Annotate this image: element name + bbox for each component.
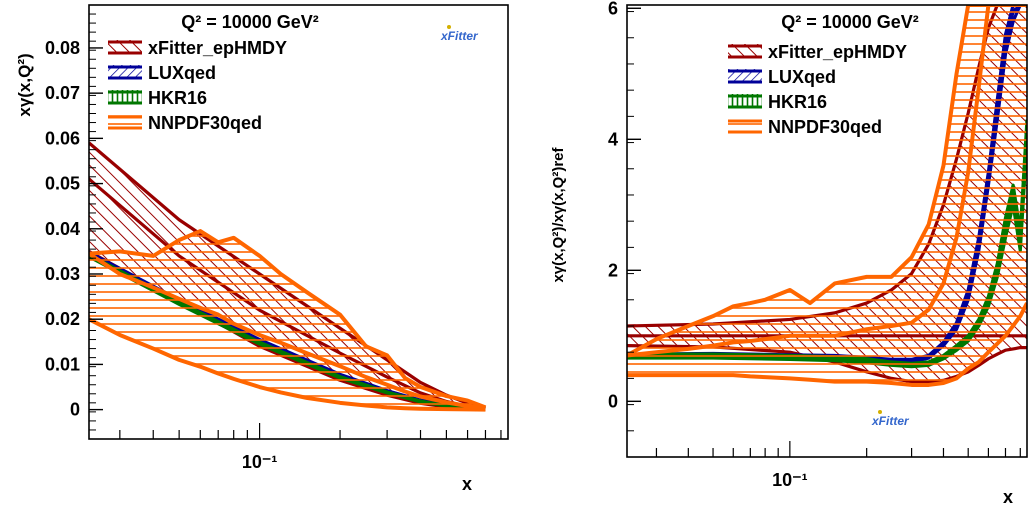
legend-ratio: xFitter_epHMDY LUXqed HKR16 NNPDF30qed xyxy=(728,42,907,137)
y-tick-label: 2 xyxy=(608,260,618,280)
x-tick-label: 10⁻¹ xyxy=(242,452,278,472)
band-lower-nnpdf30qed xyxy=(89,317,486,412)
y-tick-label: 0.05 xyxy=(45,174,80,194)
y-tick-label: 0.07 xyxy=(45,83,80,103)
legend-entry-xfitter-ephmdy: xFitter_epHMDY xyxy=(108,38,287,58)
logo-dot-icon xyxy=(878,410,882,414)
plot-frame-ratio xyxy=(626,4,1028,458)
legend-label-nnpdf30qed: NNPDF30qed xyxy=(148,113,262,133)
logo-dot-icon xyxy=(447,25,451,29)
x-axis-label-abs: x xyxy=(462,474,472,494)
legend-entry-hkr16: HKR16 xyxy=(108,88,207,108)
logo-text-ratio: xFitter xyxy=(871,414,910,428)
y-tick-label: 6 xyxy=(608,0,618,18)
y-tick-label: 0.06 xyxy=(45,128,80,148)
y-tick-label: 0.03 xyxy=(45,264,80,284)
plot-area-abs xyxy=(89,141,487,412)
legend-label-nnpdf30qed: NNPDF30qed xyxy=(768,117,882,137)
axis-ticks-abs: 0 0.01 0.02 0.03 0.04 0.05 0.06 0.07 0.08 10⁻¹ xyxy=(45,13,502,472)
axis-ticks-ratio: 0 2 4 6 10⁻¹ xyxy=(608,0,1021,490)
legend-label-hkr16: HKR16 xyxy=(148,88,207,108)
annotation-q2-ratio: Q² = 10000 GeV² xyxy=(781,12,919,32)
legend-label-luxqed: LUXqed xyxy=(768,67,836,87)
annotation-q2-abs: Q² = 10000 GeV² xyxy=(181,12,319,32)
legend-entry-nnpdf30qed: NNPDF30qed xyxy=(728,117,882,137)
legend-label-luxqed: LUXqed xyxy=(148,63,216,83)
legend-entry-nnpdf30qed: NNPDF30qed xyxy=(108,113,262,133)
band-nnpdf30qed xyxy=(627,5,1027,385)
legend-entry-luxqed: LUXqed xyxy=(728,67,836,87)
legend-abs: xFitter_epHMDY LUXqed HKR16 NNPDF30qed xyxy=(108,38,287,133)
xfitter-logo-abs: xFitter xyxy=(440,25,479,43)
band-upper-nnpdf30qed xyxy=(89,229,487,410)
central-line-nnpdf30qed xyxy=(627,5,1027,358)
y-tick-label: 4 xyxy=(608,129,618,149)
logo-text-abs: xFitter xyxy=(440,29,479,43)
y-tick-label: 0.04 xyxy=(45,219,80,239)
y-tick-label: 0.08 xyxy=(45,38,80,58)
panel-absolute: 0 0.01 0.02 0.03 0.04 0.05 0.06 0.07 0.08 10⁻¹ xγ… xyxy=(15,4,509,494)
y-axis-label-abs: xγ(x,Q²) xyxy=(15,53,34,116)
band-lower-nnpdf30qed xyxy=(627,302,1027,387)
y-tick-label: 0 xyxy=(608,391,618,411)
panel-ratio: 0 2 4 6 10⁻¹ xγ(x,Q²)/xγ(x,Q²)ref x Q² = 100… xyxy=(550,0,1028,507)
y-tick-label: 0 xyxy=(70,400,80,420)
legend-label-xfitter-ephmdy: xFitter_epHMDY xyxy=(148,38,287,58)
legend-entry-xfitter-ephmdy: xFitter_epHMDY xyxy=(728,42,907,62)
legend-label-hkr16: HKR16 xyxy=(768,92,827,112)
plot-area-ratio xyxy=(627,5,1027,387)
x-tick-label: 10⁻¹ xyxy=(772,470,808,490)
legend-entry-hkr16: HKR16 xyxy=(728,92,827,112)
legend-entry-luxqed: LUXqed xyxy=(108,63,216,83)
y-axis-label-ratio: xγ(x,Q²)/xγ(x,Q²)ref xyxy=(550,146,567,282)
legend-label-xfitter-ephmdy: xFitter_epHMDY xyxy=(768,42,907,62)
central-line-nnpdf30qed xyxy=(89,251,486,411)
band-nnpdf30qed xyxy=(89,231,486,410)
xfitter-logo-ratio: xFitter xyxy=(871,410,910,428)
x-axis-label-ratio: x xyxy=(1003,487,1013,506)
band-upper-nnpdf30qed xyxy=(627,5,1027,358)
y-tick-label: 0.02 xyxy=(45,309,80,329)
y-tick-label: 0.01 xyxy=(45,354,80,374)
